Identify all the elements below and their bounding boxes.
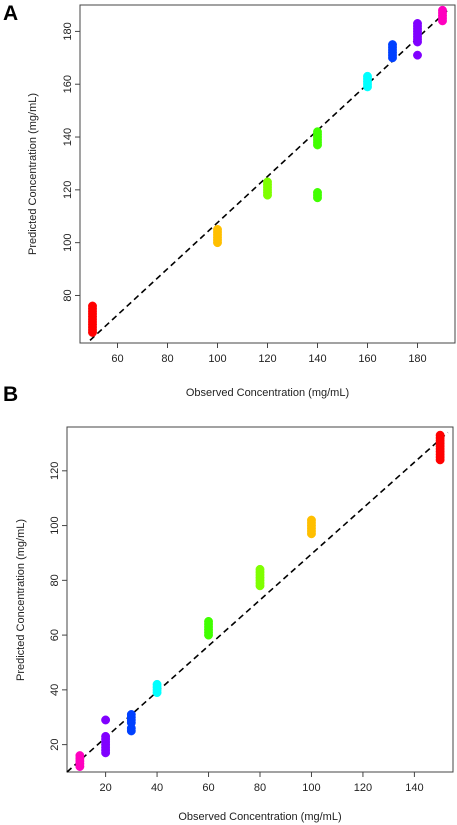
panel-a: A 60 80 100 120 140 160 180 80 100 120 140 160 180 O… [3, 2, 456, 399]
panel-b-x-tick-label: 140 [405, 782, 423, 794]
panel-a-x-tick-label: 120 [258, 353, 276, 365]
panel-b-data-point [204, 630, 213, 640]
panel-a-data-point [88, 327, 97, 337]
panel-a-data-point [363, 82, 372, 92]
panel-a-data-point [413, 37, 422, 47]
panel-a-data-point [263, 190, 272, 200]
panel-a-x-tick-label: 140 [308, 353, 326, 365]
panel-a-y-tick-label: 140 [62, 128, 74, 146]
panel-a-data-point [388, 53, 397, 63]
panel-b-x-axis-label: Observed Concentration (mg/mL) [178, 811, 341, 823]
panel-b-data-point [435, 455, 445, 465]
panel-a-axes: 60 80 100 120 140 160 180 80 100 120 140 160 180 [62, 22, 427, 365]
panel-b-data-point [75, 762, 85, 771]
panel-b: B 20 40 60 80 100 120 140 20 40 60 80 100 120 Observ… [3, 383, 454, 823]
panel-b-data-point [101, 748, 111, 758]
panel-a-letter: A [3, 2, 18, 25]
panel-a-x-tick-label: 100 [208, 353, 226, 365]
panel-b-identity-line [66, 431, 449, 773]
panel-a-x-axis-label: Observed Concentration (mg/mL) [186, 387, 349, 399]
panel-b-x-tick-label: 40 [151, 782, 163, 794]
panel-b-data-point [101, 715, 111, 725]
panel-b-points [75, 430, 445, 771]
panel-a-plot-frame [79, 4, 456, 344]
panel-a-x-tick-label: 160 [358, 353, 376, 365]
panel-a-data-point [413, 50, 422, 60]
panel-a-x-tick-label: 60 [111, 353, 123, 365]
panel-b-y-tick-label: 40 [49, 684, 61, 696]
panel-a-y-tick-label: 100 [62, 233, 74, 251]
panel-a-y-axis-label: Predicted Concentration (mg/mL) [27, 93, 39, 255]
panel-b-x-tick-label: 120 [354, 782, 372, 794]
panel-b-x-tick-label: 20 [99, 782, 111, 794]
panel-a-x-tick-label: 80 [161, 353, 173, 365]
panel-b-data-point [152, 688, 162, 698]
panel-b-data-point [126, 726, 136, 736]
panel-a-x-tick-label: 180 [408, 353, 426, 365]
panel-a-identity-line [89, 9, 449, 341]
panel-a-y-tick-label: 120 [62, 181, 74, 199]
panel-b-y-tick-label: 60 [49, 629, 61, 641]
panel-b-x-tick-label: 80 [254, 782, 266, 794]
panel-a-y-tick-label: 160 [62, 75, 74, 93]
panel-a-data-point [313, 140, 322, 150]
panel-b-y-axis-label: Predicted Concentration (mg/mL) [15, 519, 27, 681]
panel-b-x-tick-label: 60 [202, 782, 214, 794]
panel-b-y-tick-label: 100 [49, 516, 61, 534]
panel-b-letter: B [3, 383, 18, 406]
panel-a-data-point [438, 16, 447, 26]
panel-a-y-tick-label: 80 [62, 289, 74, 301]
panel-b-y-tick-label: 20 [49, 738, 61, 750]
panel-b-axes: 20 40 60 80 100 120 140 20 40 60 80 100 120 [49, 462, 424, 794]
panel-b-data-point [255, 581, 265, 591]
panel-b-y-tick-label: 80 [49, 574, 61, 586]
panel-b-y-tick-label: 120 [49, 462, 61, 480]
panel-b-x-tick-label: 100 [302, 782, 320, 794]
panel-a-data-point [213, 238, 222, 248]
panel-a-y-tick-label: 180 [62, 22, 74, 40]
panel-b-data-point [307, 529, 316, 539]
panel-a-data-point [313, 193, 322, 203]
panel-a-points [88, 5, 447, 337]
